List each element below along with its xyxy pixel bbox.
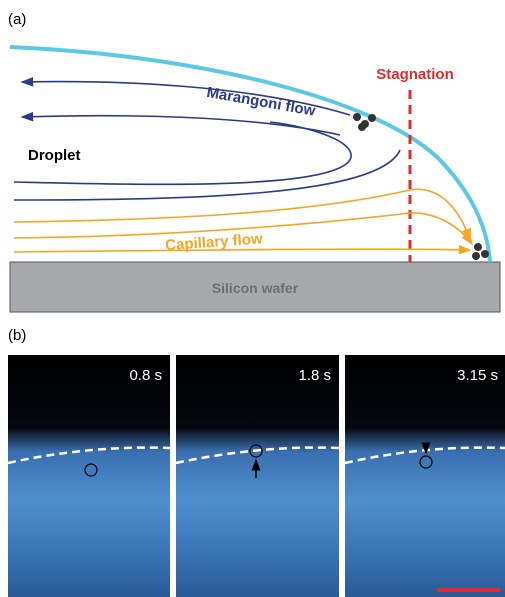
frame: 3.15 s [345, 355, 505, 597]
panel-label: (b) [8, 327, 26, 344]
frame: 0.8 s [8, 355, 170, 597]
figure: (a) Silicon wafer Stagnation Marangoni f… [0, 0, 505, 597]
stagnation-label: Stagnation [376, 66, 454, 83]
frame: 1.8 s [176, 355, 339, 597]
time-label: 1.8 s [298, 367, 331, 384]
panel-label: (a) [8, 11, 26, 28]
droplet-label: Droplet [28, 147, 81, 164]
time-label: 3.15 s [457, 367, 498, 384]
wafer-label: Silicon wafer [212, 280, 299, 296]
time-label: 0.8 s [129, 367, 162, 384]
